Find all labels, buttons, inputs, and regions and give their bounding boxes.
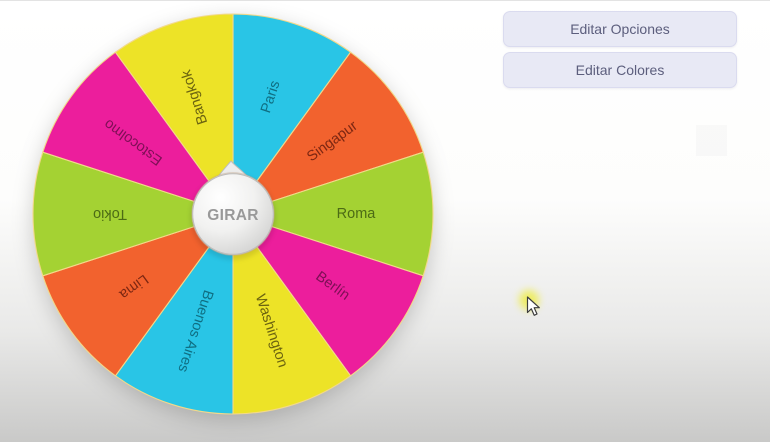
svg-text:Tokio: Tokio: [93, 206, 127, 222]
svg-text:Roma: Roma: [337, 206, 377, 222]
svg-text:GIRAR: GIRAR: [207, 207, 258, 224]
